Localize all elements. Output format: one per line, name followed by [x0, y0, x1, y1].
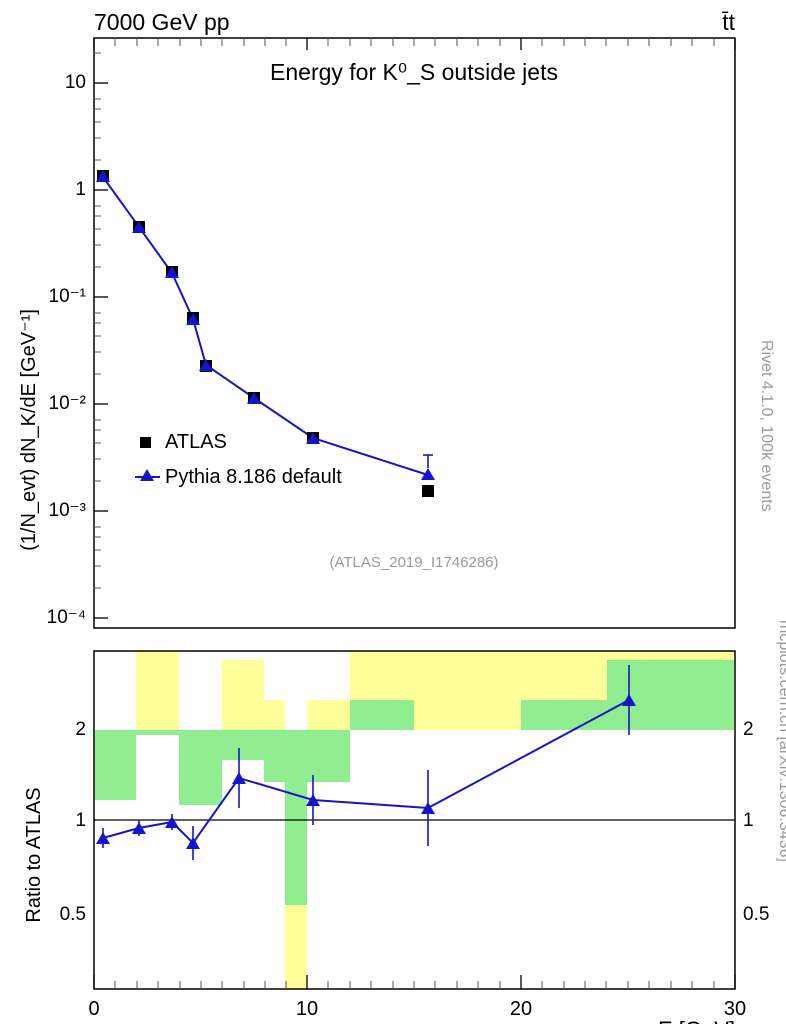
svg-text:10⁻²: 10⁻²	[49, 393, 87, 414]
main-y-axis-label: (1/N_evt) dN_K/dE [GeV⁻¹]	[18, 309, 40, 551]
svg-text:1: 1	[75, 810, 86, 831]
ratio-bands	[94, 470, 735, 990]
svg-text:0: 0	[88, 998, 99, 1020]
ratio-x-minor-ticks	[115, 981, 714, 989]
legend-label-atlas: ATLAS	[165, 431, 227, 453]
ratio-x-ticklabels: 0 10 20 30	[88, 998, 746, 1020]
svg-text:10: 10	[296, 998, 318, 1020]
legend-label-pythia: Pythia 8.186 default	[165, 466, 342, 488]
svg-text:1: 1	[743, 810, 754, 831]
right-vertical-bottom-label: mcplots.cern.ch [arXiv:1306.3436]	[776, 620, 786, 862]
chart-root: 7000 GeV pp t̄t Rivet 4.1.0, 100k events…	[0, 0, 786, 1024]
top-right-label: t̄t	[721, 9, 735, 35]
svg-text:10⁻³: 10⁻³	[49, 500, 87, 521]
svg-text:1: 1	[75, 179, 86, 200]
top-left-label: 7000 GeV pp	[94, 9, 230, 35]
svg-text:2: 2	[743, 719, 754, 740]
pythia-markers[interactable]	[96, 170, 435, 480]
svg-text:20: 20	[510, 998, 532, 1020]
main-y-major-ticks	[94, 83, 108, 618]
main-y-ticklabels: 10⁻⁴ 10⁻³ 10⁻² 10⁻¹ 1 10	[47, 72, 86, 628]
svg-text:2: 2	[75, 719, 86, 740]
ratio-y-ticklabels-right: 2 1 0.5	[743, 719, 769, 925]
svg-text:0.5: 0.5	[743, 904, 769, 925]
chart-svg: 7000 GeV pp t̄t Rivet 4.1.0, 100k events…	[0, 0, 786, 1024]
legend-marker-pythia	[140, 469, 154, 481]
svg-text:10: 10	[65, 72, 86, 93]
legend-marker-atlas	[140, 437, 151, 448]
main-y-minor-ticks	[94, 53, 101, 588]
pythia-connecting-line	[103, 177, 428, 475]
ratio-x-axis-label: E [GeV]	[658, 1017, 735, 1024]
main-plot-title: Energy for K⁰_S outside jets	[270, 59, 558, 85]
atlas-point-7[interactable]	[422, 485, 434, 497]
svg-text:10⁻¹: 10⁻¹	[49, 286, 87, 307]
main-plot-frame	[94, 38, 735, 628]
right-vertical-top-label: Rivet 4.1.0, 100k events	[758, 340, 775, 512]
ratio-point-4[interactable]	[232, 772, 246, 784]
ratio-y-axis-label: Ratio to ATLAS	[23, 787, 45, 922]
svg-text:10⁻⁴: 10⁻⁴	[47, 607, 86, 628]
ratio-y-ticklabels-left: 2 1 0.5	[60, 719, 86, 925]
svg-text:0.5: 0.5	[60, 904, 86, 925]
main-plot-watermark: (ATLAS_2019_I1746286)	[329, 554, 498, 571]
ratio-point-0[interactable]	[96, 832, 110, 844]
main-top-x-minor-ticks	[115, 38, 714, 46]
main-plot-area: 10⁻⁴ 10⁻³ 10⁻² 10⁻¹ 1 10 (1/N_evt) dN_K/…	[18, 38, 735, 628]
